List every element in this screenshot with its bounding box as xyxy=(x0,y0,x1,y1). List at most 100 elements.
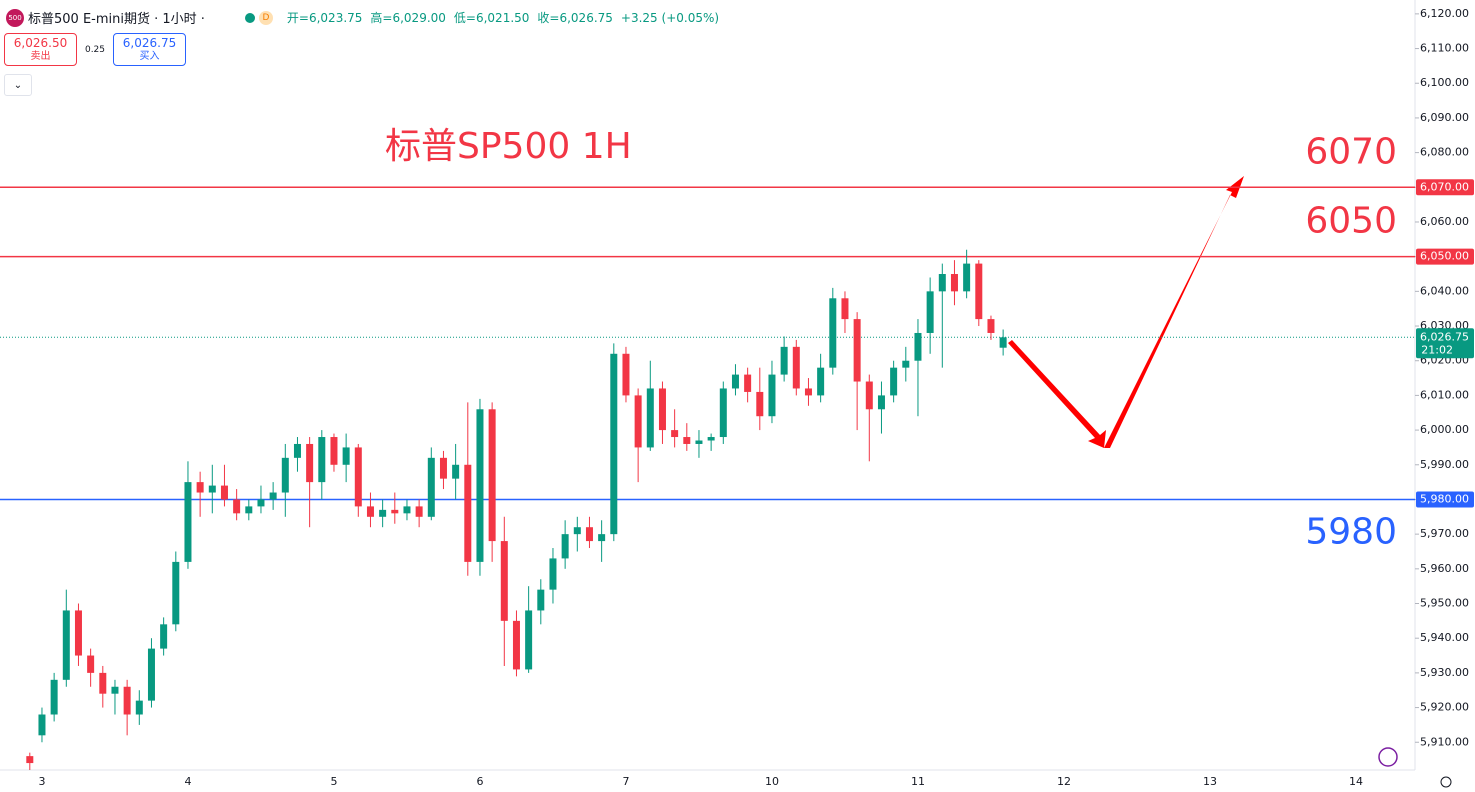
level-badge xyxy=(1416,491,1474,508)
candle-body xyxy=(147,648,155,701)
candle-body xyxy=(719,388,727,438)
status-badge: D xyxy=(258,10,273,25)
candle-body xyxy=(403,506,411,514)
candle-body xyxy=(439,457,447,479)
candle-body xyxy=(257,499,265,507)
candle-body xyxy=(87,655,95,673)
last-price-badge xyxy=(1416,328,1474,359)
buy-button[interactable]: 6,026.75 买入 xyxy=(113,33,186,66)
ohlc: 开=6,023.75 高=6,029.00 低=6,021.50 收=6,026.75… xyxy=(287,9,727,26)
candle-body xyxy=(62,610,70,680)
candle-body xyxy=(853,319,861,382)
candle-body xyxy=(634,395,642,448)
candle-body xyxy=(744,374,752,392)
y-tick-label: 6,040.00 xyxy=(1420,284,1469,297)
x-tick-label: 3 xyxy=(38,775,45,788)
candle-body xyxy=(415,506,423,517)
y-tick-label: 6,120.00 xyxy=(1420,7,1469,20)
candle-body xyxy=(135,700,143,715)
candle-body xyxy=(707,437,715,441)
candle-body xyxy=(926,291,934,333)
candle-body xyxy=(999,337,1007,348)
candle-body xyxy=(950,274,958,292)
candle-body xyxy=(233,499,241,514)
x-tick-label: 7 xyxy=(622,775,629,788)
y-tick-label: 6,080.00 xyxy=(1420,146,1469,159)
candle-body xyxy=(38,714,46,736)
countdown: 21:02 xyxy=(1421,343,1453,356)
arrow-up xyxy=(1104,176,1244,448)
trade-buttons: 6,026.50 卖出 0.25 6,026.75 买入 xyxy=(4,33,186,66)
candle-body xyxy=(196,482,204,493)
sell-price: 6,026.50 xyxy=(13,35,68,50)
ohlc-open: 开=6,023.75 xyxy=(286,11,363,25)
y-tick-label: 5,990.00 xyxy=(1420,458,1469,471)
candle-body xyxy=(963,263,971,292)
candle-body xyxy=(792,346,800,389)
candle-body xyxy=(269,492,277,500)
x-tick-label: 13 xyxy=(1203,775,1217,788)
settings-icon[interactable] xyxy=(1440,776,1452,788)
x-tick-label: 4 xyxy=(184,775,191,788)
x-tick-label: 14 xyxy=(1349,775,1363,788)
buy-label: 买入 xyxy=(139,50,160,62)
chart-title: 标普SP500 1H xyxy=(385,126,632,167)
x-tick-label: 12 xyxy=(1057,775,1071,788)
candle-body xyxy=(914,332,922,361)
candle-body xyxy=(281,457,289,493)
level-label: 6070 xyxy=(1305,131,1397,172)
candle-body xyxy=(330,437,338,465)
level-badge xyxy=(1416,248,1474,265)
candle-body xyxy=(902,360,910,368)
ohlc-low: 低=6,021.50 xyxy=(453,11,530,25)
candle-body xyxy=(756,391,764,417)
replay-icon[interactable] xyxy=(1378,747,1398,767)
candle-body xyxy=(379,509,387,517)
x-tick-label: 5 xyxy=(330,775,337,788)
last-price-label: 6,026.75 xyxy=(1420,330,1469,343)
candle-body xyxy=(342,447,350,465)
y-tick-label: 5,940.00 xyxy=(1420,631,1469,644)
candle-body xyxy=(464,464,472,562)
candle-body xyxy=(975,263,983,320)
candle-body xyxy=(549,558,557,590)
status-dot xyxy=(244,12,255,23)
candle-body xyxy=(452,464,460,479)
symbol-title[interactable]: 标普500 E-mini期货 · 1小时 · xyxy=(28,12,205,27)
candle-body xyxy=(561,534,569,559)
candle-body xyxy=(172,561,180,625)
candle-body xyxy=(537,589,545,611)
y-tick-label: 5,920.00 xyxy=(1420,701,1469,714)
sell-button[interactable]: 6,026.50 卖出 xyxy=(4,33,77,66)
y-tick-label: 5,950.00 xyxy=(1420,597,1469,610)
candle-body xyxy=(804,388,812,396)
candle-body xyxy=(512,620,520,670)
spread: 0.25 xyxy=(84,44,106,55)
candle-body xyxy=(573,527,581,535)
candle-body xyxy=(610,353,618,535)
y-tick-label: 6,100.00 xyxy=(1420,76,1469,89)
level-badge-label: 6,050.00 xyxy=(1420,250,1469,263)
collapse-button[interactable]: ⌄ xyxy=(4,74,32,96)
candle-body xyxy=(671,430,679,438)
y-tick-label: 6,000.00 xyxy=(1420,423,1469,436)
y-tick-label: 6,090.00 xyxy=(1420,111,1469,124)
candle-body xyxy=(26,756,34,764)
y-tick-label: 6,060.00 xyxy=(1420,215,1469,228)
level-label: 6050 xyxy=(1305,201,1397,242)
candle-body xyxy=(780,346,788,375)
candle-body xyxy=(865,381,873,410)
candle-body xyxy=(208,485,216,493)
y-tick-label: 6,010.00 xyxy=(1420,388,1469,401)
candle-body xyxy=(598,534,606,542)
candle-body xyxy=(938,274,946,292)
level-badge-label: 5,980.00 xyxy=(1420,492,1469,505)
candle-body xyxy=(293,443,301,458)
ohlc-high: 高=6,029.00 xyxy=(370,11,446,25)
level-label: 5980 xyxy=(1305,511,1397,552)
candle-body xyxy=(74,610,82,656)
symbol-icon: 500 xyxy=(6,8,24,27)
candle-body xyxy=(890,367,898,396)
x-tick-label: 10 xyxy=(765,775,779,788)
